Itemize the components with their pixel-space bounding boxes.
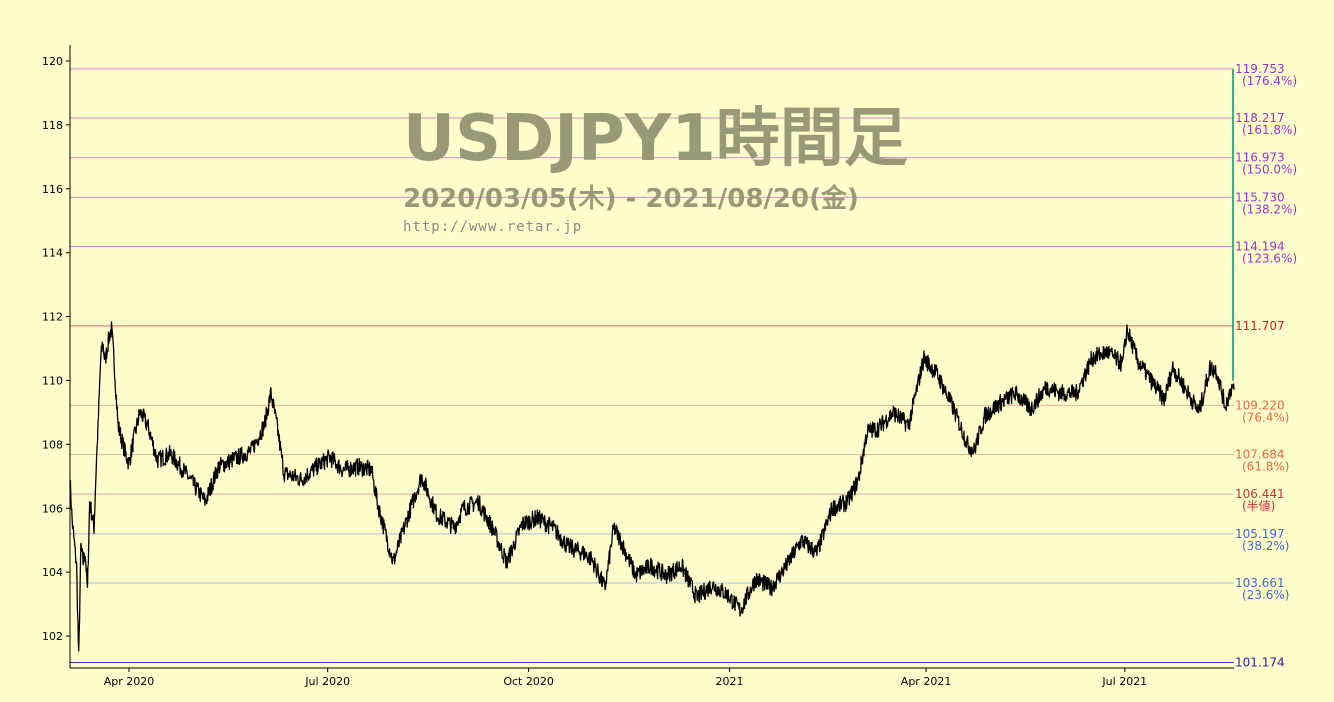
y-tick-label: 112 [42, 311, 63, 324]
y-tick-label: 108 [42, 438, 63, 451]
axes [69, 45, 1234, 669]
y-tick-label: 104 [42, 566, 63, 579]
fib-levels [70, 68, 1234, 663]
level-label: 114.194 [1235, 239, 1285, 253]
level-pct-label: (123.6%) [1242, 251, 1297, 265]
level-pct-label: (176.4%) [1242, 74, 1297, 88]
y-tick-label: 102 [42, 630, 63, 643]
chart-subtitle: 2020/03/05(木) - 2021/08/20(金) [403, 183, 859, 214]
level-label: 115.730 [1235, 190, 1285, 204]
x-tick-label: Oct 2020 [503, 675, 554, 688]
level-pct-label: (138.2%) [1242, 202, 1297, 216]
x-tick-label: Apr 2021 [901, 675, 952, 688]
level-label: 111.707 [1235, 319, 1285, 333]
level-label: 101.174 [1235, 655, 1285, 669]
level-label: 109.220 [1235, 398, 1285, 412]
source-url: http://www.retar.jp [403, 219, 582, 235]
level-label: 107.684 [1235, 447, 1285, 461]
level-label: 116.973 [1235, 151, 1285, 165]
level-pct-label: (150.0%) [1242, 163, 1297, 177]
x-tick-label: Jul 2020 [304, 675, 350, 688]
level-label: 103.661 [1235, 576, 1285, 590]
tick-labels: 102 104 106 108 110 112 114 116 118 120 Apr 2020 Ju… [42, 55, 1147, 688]
y-tick-label: 114 [42, 247, 63, 260]
level-pct-label: (23.6%) [1242, 588, 1289, 602]
level-pct-label: (61.8%) [1242, 459, 1289, 473]
level-label: 105.197 [1235, 527, 1285, 541]
x-tick-label: 2021 [716, 675, 744, 688]
right-annotations: 119.753(176.4%) 118.217(161.8%) 116.973(15… [1232, 62, 1297, 669]
chart-title: USDJPY1時間足 [403, 102, 908, 176]
level-label: 106.441 [1235, 487, 1285, 501]
price-series-line [69, 321, 1235, 652]
x-tick-label: Apr 2020 [104, 675, 155, 688]
y-tick-label: 110 [42, 374, 63, 387]
level-label: 118.217 [1235, 111, 1285, 125]
y-tick-label: 106 [42, 502, 63, 515]
level-pct-label: (半値) [1242, 498, 1275, 513]
y-tick-label: 120 [42, 55, 63, 68]
y-tick-label: 116 [42, 183, 63, 196]
level-pct-label: (38.2%) [1242, 539, 1289, 553]
level-label: 119.753 [1235, 62, 1285, 76]
y-tick-label: 118 [42, 119, 63, 132]
x-tick-label: Jul 2021 [1101, 675, 1147, 688]
level-pct-label: (76.4%) [1242, 410, 1289, 424]
series-layer [69, 321, 1235, 652]
level-pct-label: (161.8%) [1242, 123, 1297, 137]
